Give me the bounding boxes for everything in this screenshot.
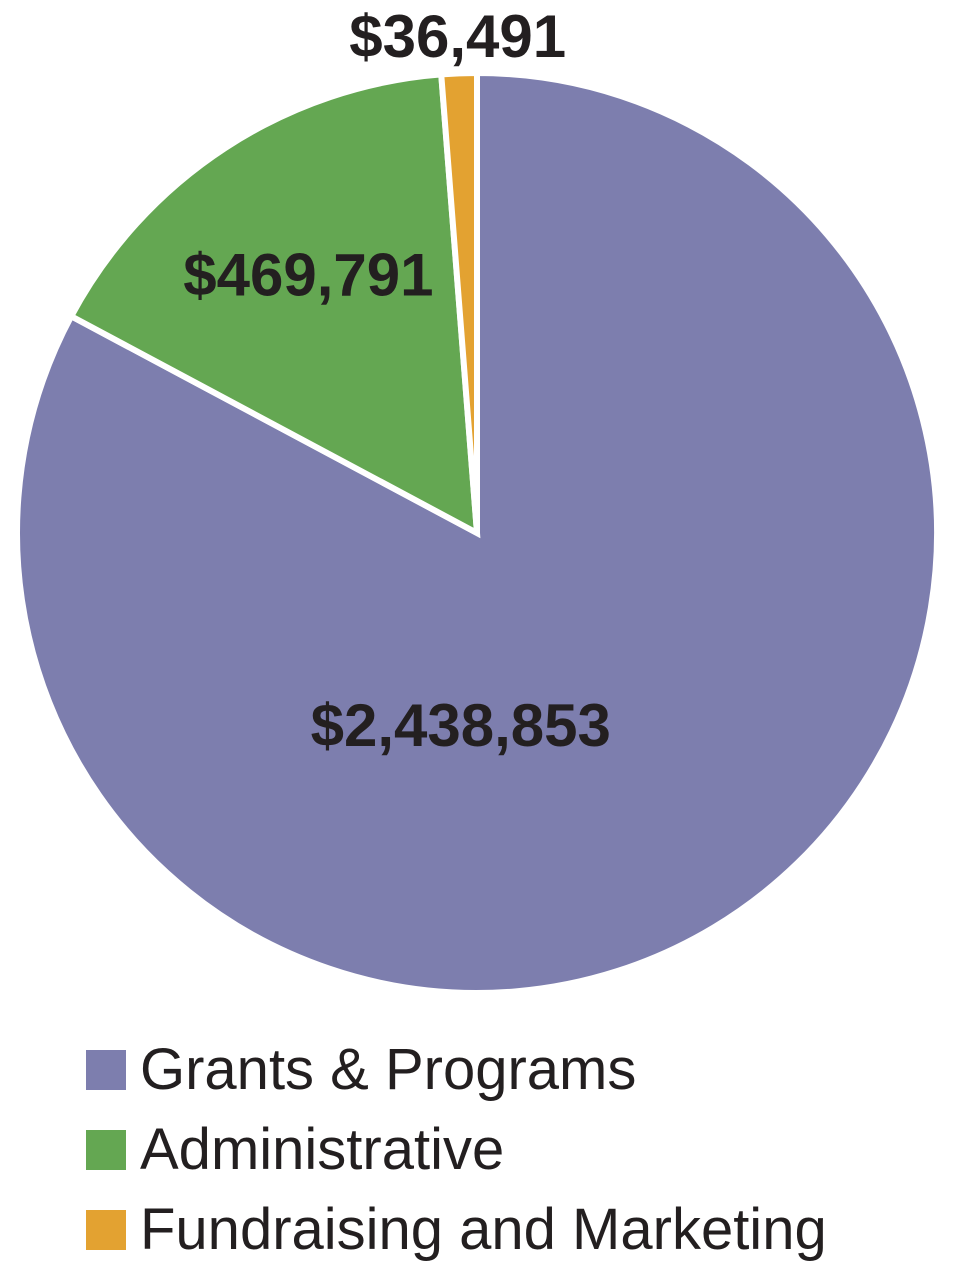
pie-chart: $2,438,853 $469,791 $36,491 — [14, 3, 940, 996]
data-label-fundraising-marketing: $36,491 — [349, 3, 566, 70]
legend-item-administrative: Administrative — [86, 1110, 827, 1190]
pie-slice-fundraising-marketing — [438, 69, 480, 534]
legend-item-fundraising-marketing: Fundraising and Marketing — [86, 1190, 827, 1270]
data-label-administrative: $469,791 — [183, 242, 433, 309]
data-label-grants-programs: $2,438,853 — [311, 692, 611, 759]
legend-swatch-grants-programs — [86, 1050, 126, 1090]
legend-label-administrative: Administrative — [140, 1117, 505, 1182]
pie-slices — [14, 69, 940, 996]
pie-slice-administrative — [67, 71, 481, 539]
legend-swatch-fundraising-marketing — [86, 1210, 126, 1250]
pie-labels: $2,438,853 $469,791 $36,491 — [183, 3, 611, 759]
legend: Grants & Programs Administrative Fundrai… — [86, 1030, 827, 1270]
legend-label-grants-programs: Grants & Programs — [140, 1037, 637, 1102]
legend-item-grants-programs: Grants & Programs — [86, 1030, 827, 1110]
legend-label-fundraising-marketing: Fundraising and Marketing — [140, 1197, 827, 1262]
legend-swatch-administrative — [86, 1130, 126, 1170]
